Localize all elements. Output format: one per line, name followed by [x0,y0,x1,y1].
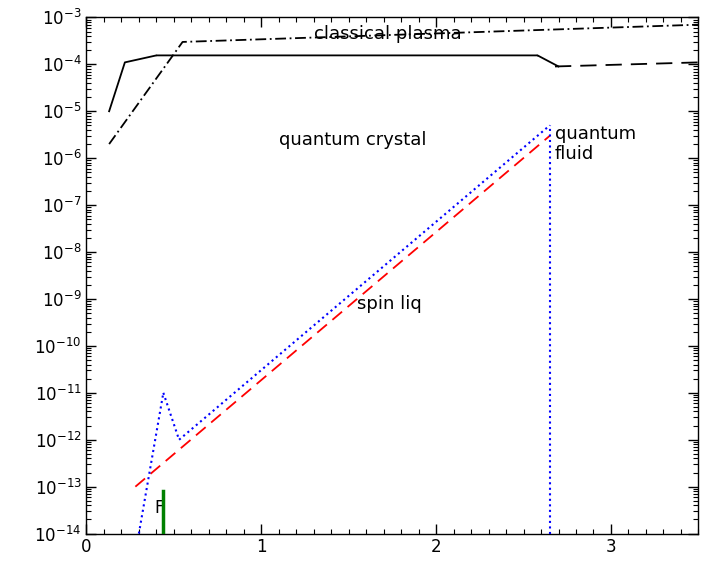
Text: quantum crystal: quantum crystal [279,130,426,148]
Text: F: F [155,499,164,517]
Text: spin liq: spin liq [357,295,422,313]
Text: classical plasma: classical plasma [314,25,462,43]
Text: quantum
fluid: quantum fluid [555,125,636,164]
